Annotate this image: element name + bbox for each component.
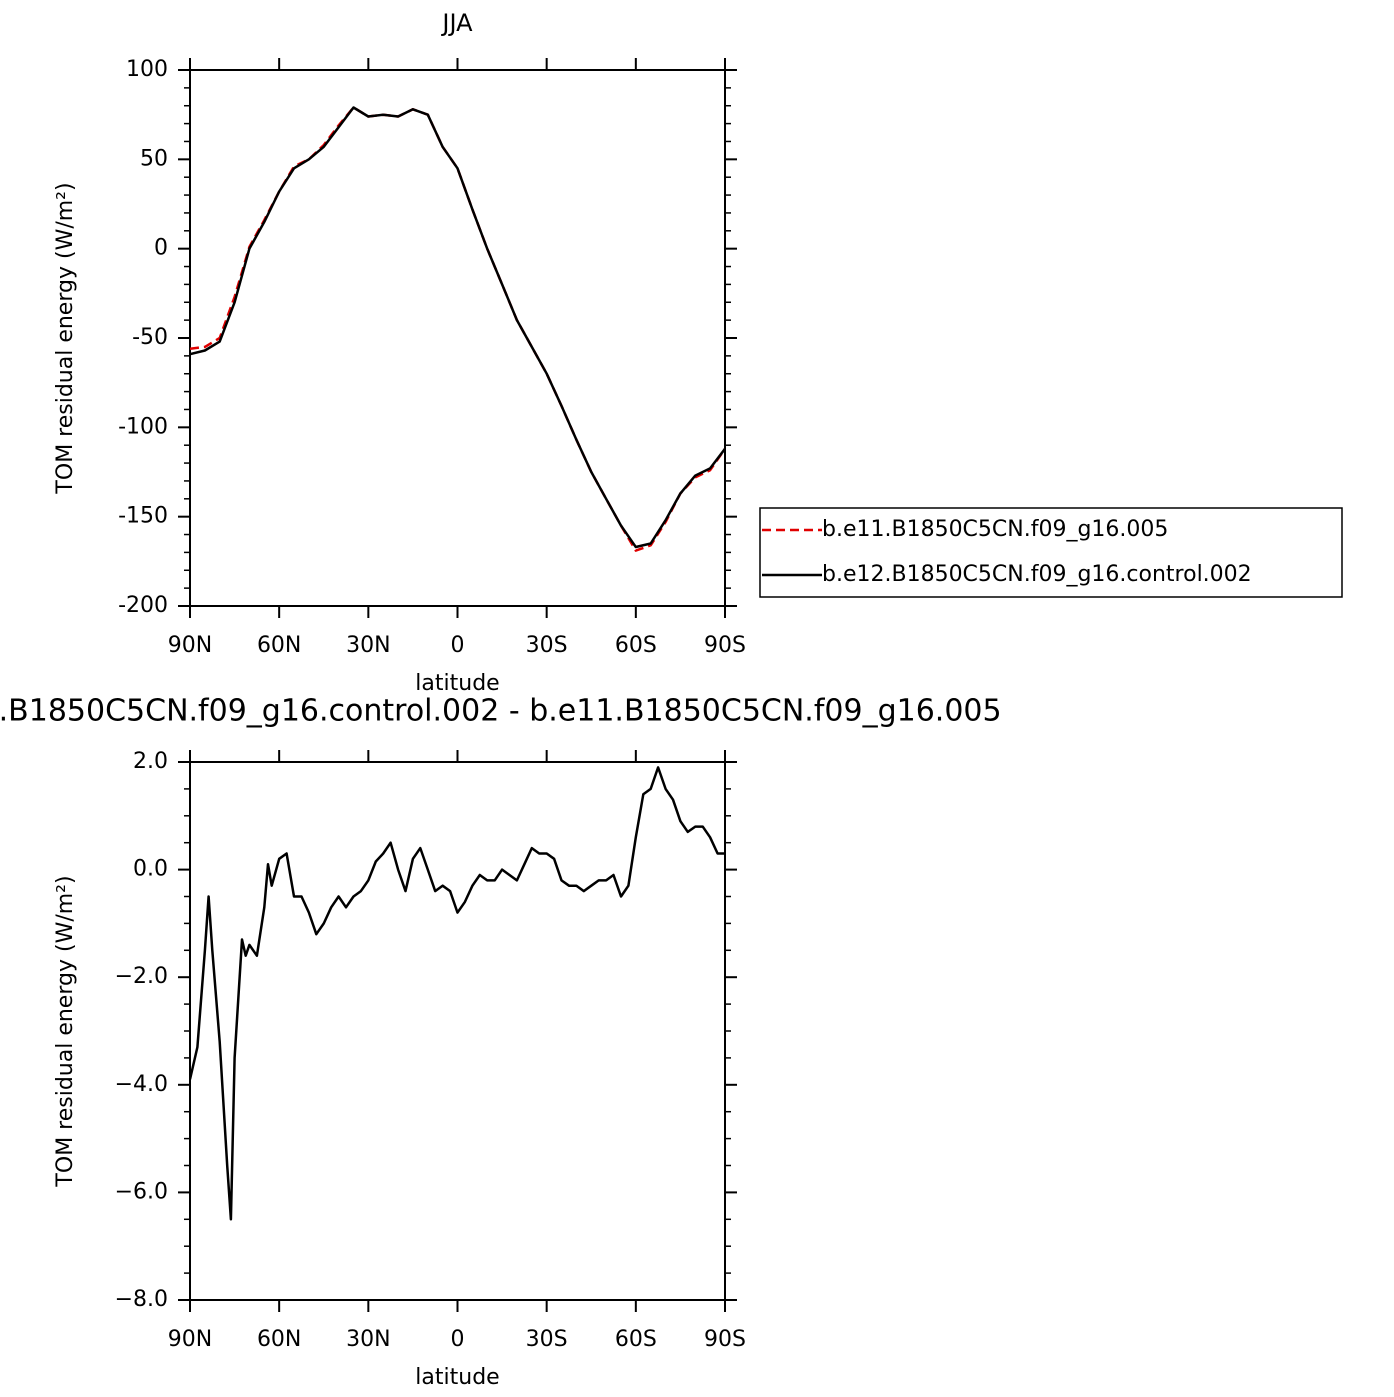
legend-label: b.e11.B1850C5CN.f09_g16.005 — [822, 517, 1168, 542]
y-tick-label: 0.0 — [133, 857, 168, 882]
chart-title: JJA — [440, 9, 473, 37]
x-tick-label: 0 — [451, 1327, 465, 1352]
x-tick-label: 90S — [704, 633, 746, 658]
data-line — [190, 106, 725, 549]
x-tick-label: 60N — [257, 633, 301, 658]
y-tick-label: 50 — [140, 146, 168, 171]
x-tick-label: 0 — [451, 633, 465, 658]
y-axis-label: TOM residual energy (W/m²) — [53, 182, 78, 494]
x-tick-label: 90N — [168, 1327, 212, 1352]
y-tick-label: −6.0 — [115, 1179, 168, 1204]
x-tick-label: 60S — [615, 633, 657, 658]
x-tick-label: 30S — [526, 633, 568, 658]
x-tick-label: 60N — [257, 1327, 301, 1352]
x-axis-label: latitude — [415, 1365, 499, 1390]
x-tick-label: 60S — [615, 1327, 657, 1352]
plot-frame — [189, 69, 726, 607]
chart-title: b.e12.B1850C5CN.f09_g16.control.002 - b.… — [0, 694, 1002, 729]
x-tick-label: 90N — [168, 633, 212, 658]
legend-label: b.e12.B1850C5CN.f09_g16.control.002 — [822, 562, 1252, 587]
y-axis-label: TOM residual energy (W/m²) — [53, 875, 78, 1187]
y-tick-label: −4.0 — [115, 1072, 168, 1097]
x-tick-label: 30N — [346, 633, 390, 658]
y-tick-label: -150 — [118, 504, 168, 529]
y-tick-label: −2.0 — [115, 964, 168, 989]
x-tick-label: 30S — [526, 1327, 568, 1352]
x-tick-label: 30N — [346, 1327, 390, 1352]
plot-frame — [189, 761, 726, 1301]
y-tick-label: 0 — [154, 236, 168, 261]
y-tick-label: -50 — [132, 325, 168, 350]
y-tick-label: -200 — [118, 593, 168, 618]
y-tick-label: 2.0 — [133, 749, 168, 774]
data-line — [190, 766, 725, 1221]
y-tick-label: 100 — [126, 57, 168, 82]
x-tick-label: 90S — [704, 1327, 746, 1352]
y-tick-label: −8.0 — [115, 1287, 168, 1312]
y-tick-label: -100 — [118, 414, 168, 439]
data-line — [190, 106, 725, 552]
legend-box — [759, 507, 1343, 598]
x-axis-label: latitude — [415, 671, 499, 696]
